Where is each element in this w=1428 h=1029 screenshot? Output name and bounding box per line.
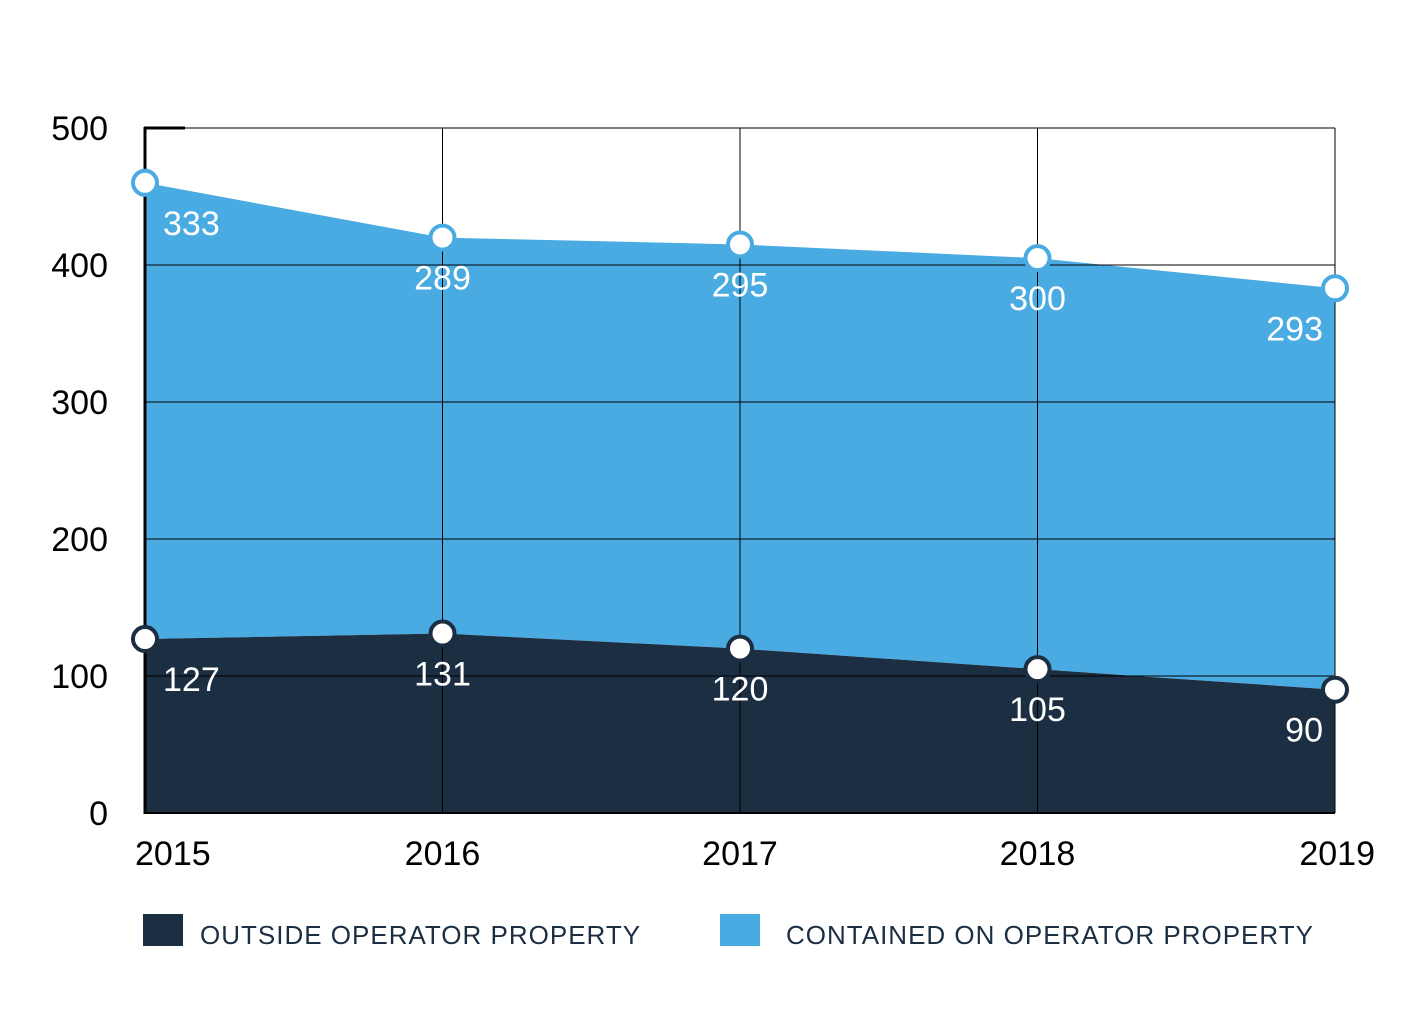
series-2-data-label: 295 [712,266,769,304]
y-tick-label: 500 [51,110,108,148]
series-1-data-label: 105 [1009,691,1066,729]
y-tick-label: 100 [51,658,108,696]
y-tick-label: 300 [51,384,108,422]
series-2-data-label: 333 [163,205,220,243]
legend-label-1: OUTSIDE OPERATOR PROPERTY [200,920,641,950]
series-2-point-2019 [1321,274,1349,303]
series-2-point-2017 [726,230,754,259]
x-tick-label: 2019 [1299,835,1375,873]
series-2-point-2018 [1023,244,1052,273]
x-tick-label: 2016 [405,835,481,873]
legend-swatch-1 [143,914,183,946]
x-tick-label: 2017 [702,835,778,873]
y-tick-label: 0 [89,795,108,833]
series-2-data-label: 293 [1266,310,1323,348]
legend-label-2: CONTAINED ON OPERATOR PROPERTY [786,920,1314,950]
series-2-point-2015 [131,168,159,197]
series-1-point-2018 [1023,655,1052,684]
series-1-point-2016 [428,619,457,648]
series-2-point-2016 [428,223,457,252]
y-tick-label: 400 [51,247,108,285]
series-1-data-label: 131 [414,656,471,694]
series-2-data-label: 289 [414,260,471,298]
series-1-point-2017 [726,634,754,663]
series-1-point-2015 [131,625,159,654]
x-tick-label: 2015 [135,835,211,873]
legend-swatch-2 [720,914,760,946]
series-1-point-2019 [1321,675,1349,704]
series-1-data-label: 120 [712,671,769,709]
y-tick-label: 200 [51,521,108,559]
series-1-data-label: 127 [163,661,220,699]
series-2-data-label: 300 [1009,280,1066,318]
series-1-data-label: 90 [1285,712,1323,750]
x-tick-label: 2018 [1000,835,1076,873]
